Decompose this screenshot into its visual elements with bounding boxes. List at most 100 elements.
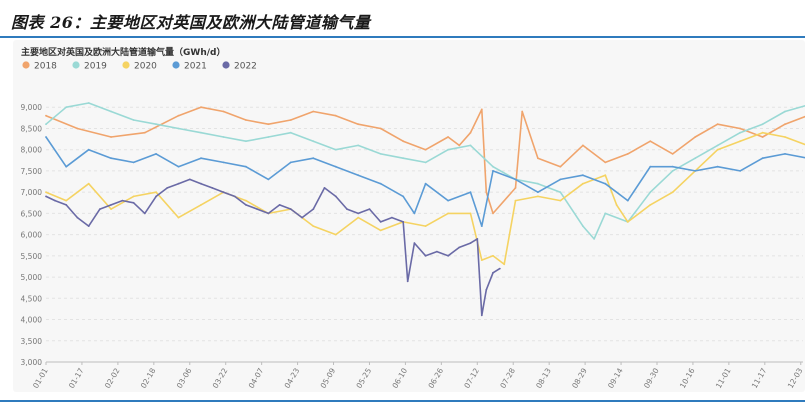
chart-panel: 主要地区对英国及欧洲大陆管道输气量（GWh/d） 2018 2019 2020 202… [13,40,805,392]
data-point-2022 [469,242,472,245]
data-point-2018 [177,114,180,117]
y-tick-label: 5,000 [21,273,43,282]
data-point-2019 [447,148,449,151]
data-point-2022 [312,208,315,211]
data-point-2022 [323,187,326,189]
data-point-2020 [626,221,629,223]
x-tick-label: 04-07 [247,366,266,390]
data-point-2022 [485,288,488,291]
data-point-2019 [267,136,270,138]
data-point-2018 [716,123,719,126]
data-point-2022 [121,199,124,202]
data-point-2021 [379,182,382,185]
y-tick-label: 9,000 [21,103,43,112]
data-point-2020 [649,204,652,206]
data-point-2021 [537,191,539,194]
data-point-2021 [626,199,629,202]
data-point-2022 [99,208,101,211]
data-point-2019 [492,165,494,168]
data-point-2020 [615,204,618,206]
data-point-2021 [671,165,674,168]
data-point-2022 [54,199,56,202]
data-point-2019 [357,144,360,147]
data-point-2020 [514,199,517,202]
data-point-2020 [447,212,449,215]
data-point-2022 [233,195,236,198]
data-point-2018 [334,114,337,117]
data-point-2022 [480,314,483,317]
data-point-2022 [256,208,259,211]
data-point-2021 [649,165,652,168]
x-tick-label: 02-18 [139,366,158,390]
data-point-2021 [514,178,517,181]
data-point-2022 [498,267,501,270]
data-point-2018 [514,187,517,189]
data-point-2018 [671,153,674,155]
data-point-2018 [604,161,607,164]
data-point-2019 [289,131,292,134]
line-chart: 主要地区对英国及欧洲大陆管道输气量（GWh/d） 2018 2019 2020 202… [21,46,805,390]
data-point-2021 [45,136,47,138]
x-tick-label: 09-14 [606,366,625,390]
data-point-2021 [784,153,786,155]
data-point-2019 [559,191,562,194]
x-tick-label: 05-09 [319,366,338,390]
data-point-2021 [480,225,483,228]
data-point-2022 [76,216,79,219]
data-point-2019 [469,144,472,147]
data-point-2020 [424,225,427,228]
data-point-2019 [45,123,47,126]
data-point-2020 [582,182,584,185]
data-point-2021 [424,182,427,185]
data-point-2018 [649,140,652,143]
data-point-2021 [87,148,90,151]
data-point-2018 [469,131,472,134]
data-point-2021 [469,191,472,194]
data-point-2021 [177,165,180,168]
data-point-2021 [312,157,315,160]
data-point-2021 [694,170,697,172]
x-tick-label: 03-06 [175,366,194,390]
data-point-2018 [357,123,360,126]
data-point-2018 [267,123,270,126]
data-point-2022 [406,280,409,283]
data-point-2018 [110,136,112,138]
x-tick-label: 10-16 [678,366,697,390]
data-point-2022 [357,212,360,215]
series-line-2022 [45,178,501,317]
data-point-2020 [334,233,337,236]
data-point-2020 [716,148,719,151]
y-axis: 3,000 3,500 4,000 4,500 5,000 5,500 6,000 6,500… [21,103,43,367]
data-point-2019 [784,110,786,113]
data-point-2022 [391,216,393,219]
x-tick-label: 09-30 [642,366,661,390]
data-point-2020 [65,199,68,202]
data-point-2020 [671,191,674,194]
legend-label-2021[interactable]: 2021 [184,62,207,72]
x-tick-label: 01-01 [31,366,50,390]
legend-label-2020[interactable]: 2020 [134,62,157,72]
data-point-2019 [604,212,607,215]
data-point-2019 [582,225,584,228]
x-tick-label: 04-23 [283,366,302,390]
legend-label-2019[interactable]: 2019 [84,62,107,72]
data-point-2020 [200,204,202,206]
x-tick-label: 02-02 [103,366,122,390]
data-point-2022 [45,195,47,198]
data-point-2018 [492,212,494,215]
data-point-2020 [604,174,607,177]
data-point-2018 [245,119,247,121]
legend-marker-2022 [222,61,230,69]
data-point-2022 [177,182,180,185]
data-point-2022 [447,254,449,257]
data-point-2020 [45,191,47,194]
legend-label-2022[interactable]: 2022 [234,62,257,72]
data-point-2021 [739,170,741,172]
data-point-2018 [402,140,405,143]
legend-label-2018[interactable]: 2018 [34,62,57,72]
data-point-2018 [424,148,427,151]
data-point-2018 [521,110,524,113]
data-point-2018 [626,153,629,155]
data-point-2022 [289,208,292,211]
y-tick-label: 6,500 [21,209,43,218]
